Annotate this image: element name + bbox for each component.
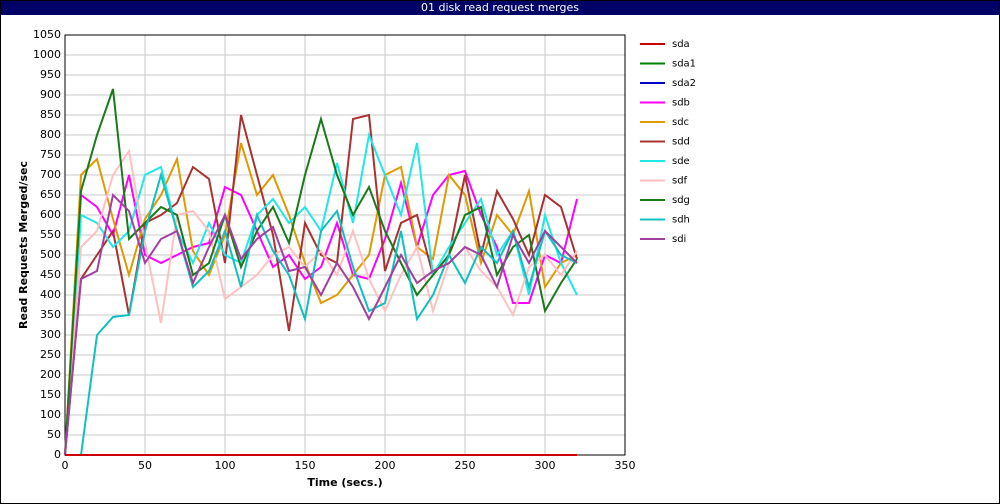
chart-title: 01 disk read request merges [421,1,579,14]
y-tick-label: 600 [40,208,61,221]
series-line [64,192,578,456]
legend-label: sdb [672,98,690,109]
y-tick-label: 850 [40,108,61,121]
y-tick-label: 700 [40,168,61,181]
y-tick-label: 500 [40,248,61,261]
y-tick-label: 750 [40,148,61,161]
x-tick-label: 0 [62,459,69,472]
y-tick-label: 950 [40,68,61,81]
title-bar [1,1,999,15]
y-tick-label: 400 [40,288,61,301]
y-tick-label: 50 [47,428,61,441]
x-tick-label: 50 [138,459,152,472]
y-tick-label: 650 [40,188,61,201]
y-tick-label: 250 [40,348,61,361]
series-line [64,113,578,456]
y-tick-label: 200 [40,368,61,381]
legend-label: sda2 [672,78,696,89]
legend-label: sde [672,156,690,167]
x-tick-label: 250 [455,459,476,472]
x-axis-label: Time (secs.) [307,476,382,489]
y-tick-label: 350 [40,308,61,321]
series-line [64,148,578,456]
y-tick-label: 300 [40,328,61,341]
legend-label: sda1 [672,59,696,70]
y-axis-label: Read Requests Merged/sec [17,161,30,329]
y-tick-label: 150 [40,388,61,401]
legend-label: sdi [672,234,686,245]
x-tick-label: 300 [535,459,556,472]
legend-label: sda [672,39,690,50]
y-tick-label: 100 [40,408,61,421]
x-tick-label: 100 [215,459,236,472]
series-line [64,88,578,456]
x-tick-label: 150 [295,459,316,472]
y-tick-label: 1000 [33,48,61,61]
y-tick-label: 550 [40,228,61,241]
legend-label: sdh [672,215,690,226]
x-tick-label: 350 [615,459,636,472]
legend-label: sdc [672,117,689,128]
series-line [65,171,578,456]
legend-label: sdd [672,137,690,148]
legend-label: sdf [672,176,688,187]
y-tick-label: 1050 [33,28,61,41]
y-tick-label: 900 [40,88,61,101]
y-tick-label: 800 [40,128,61,141]
y-tick-label: 0 [54,448,61,461]
x-tick-label: 200 [375,459,396,472]
legend-label: sdg [672,195,690,206]
y-tick-label: 450 [40,268,61,281]
